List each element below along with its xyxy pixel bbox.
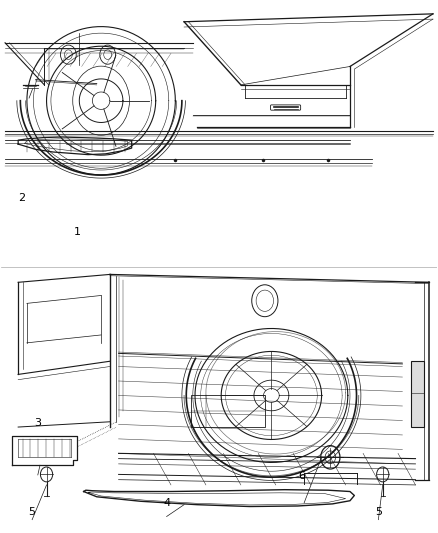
Bar	[191, 395, 265, 427]
Text: 5: 5	[28, 507, 35, 517]
Text: 3: 3	[34, 418, 41, 429]
Bar	[411, 361, 424, 427]
Text: 4: 4	[163, 498, 170, 508]
Text: 2: 2	[18, 193, 25, 204]
Text: 6: 6	[298, 472, 305, 481]
Text: 5: 5	[375, 507, 382, 517]
Text: 1: 1	[74, 227, 81, 237]
